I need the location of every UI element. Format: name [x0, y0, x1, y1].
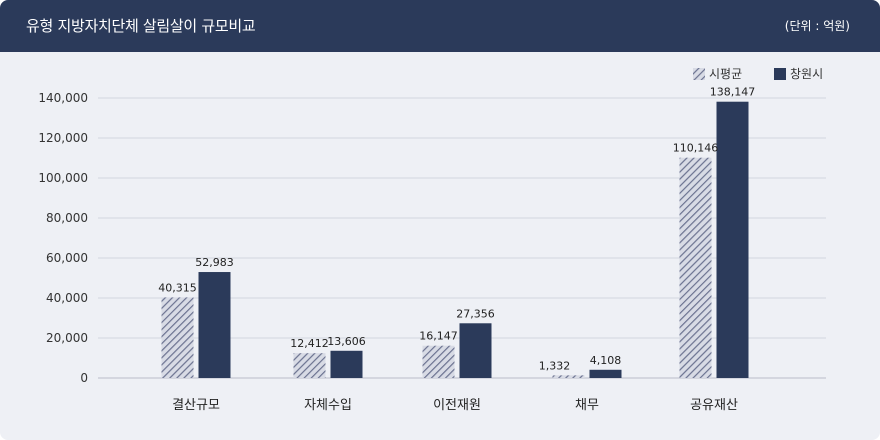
category-label: 이전재원: [433, 398, 481, 413]
legend-swatch: [693, 68, 705, 80]
legend-swatch: [774, 68, 786, 80]
category-label: 결산규모: [172, 398, 220, 413]
data-label: 13,606: [327, 335, 366, 348]
category-label: 채무: [575, 398, 599, 413]
y-tick-label: 120,000: [38, 131, 88, 145]
data-label: 138,147: [710, 86, 756, 99]
y-tick-label: 80,000: [46, 211, 88, 225]
bar-city: [716, 101, 749, 379]
bar-avg: [161, 297, 194, 378]
bar-avg: [422, 345, 455, 378]
x-axis: 결산규모 자체수입 이전재원 채무 공유재산: [172, 398, 738, 413]
chart-title: 유형 지방자치단체 살림살이 규모비교: [26, 17, 256, 35]
y-tick-label: 60,000: [46, 251, 88, 265]
y-tick-label: 140,000: [38, 91, 88, 105]
category-label: 공유재산: [690, 398, 738, 413]
y-tick-label: 20,000: [46, 331, 88, 345]
bar-avg: [293, 353, 326, 378]
y-axis: 0 20,000 40,000 60,000 80,000 100,000 120,000 1…: [38, 91, 88, 385]
legend: 시평균 창원시: [693, 67, 823, 81]
data-label: 52,983: [195, 256, 234, 269]
legend-label: 시평균: [709, 67, 742, 81]
data-label: 16,147: [419, 330, 458, 343]
data-label: 110,146: [673, 142, 719, 155]
bar-city: [459, 323, 492, 378]
bar-city: [198, 272, 231, 378]
bar-avg: [552, 375, 585, 378]
y-tick-label: 0: [80, 371, 88, 385]
chart-header: 유형 지방자치단체 살림살이 규모비교 (단위 : 억원): [0, 0, 880, 52]
category-label: 자체수입: [304, 398, 352, 413]
bar-city: [330, 350, 363, 378]
data-label: 12,412: [290, 337, 329, 350]
unit-label: (단위 : 억원): [784, 19, 850, 33]
data-label: 4,108: [590, 354, 622, 367]
legend-label: 창원시: [790, 67, 823, 81]
bar-avg: [679, 157, 712, 378]
y-tick-label: 40,000: [46, 291, 88, 305]
bars: [161, 101, 749, 379]
data-label: 40,315: [158, 281, 197, 294]
y-tick-label: 100,000: [38, 171, 88, 185]
data-label: 1,332: [539, 359, 571, 372]
bar-chart: 0 20,000 40,000 60,000 80,000 100,000 120,000 1…: [38, 67, 826, 413]
data-label: 27,356: [456, 307, 495, 320]
bar-city: [589, 369, 622, 378]
